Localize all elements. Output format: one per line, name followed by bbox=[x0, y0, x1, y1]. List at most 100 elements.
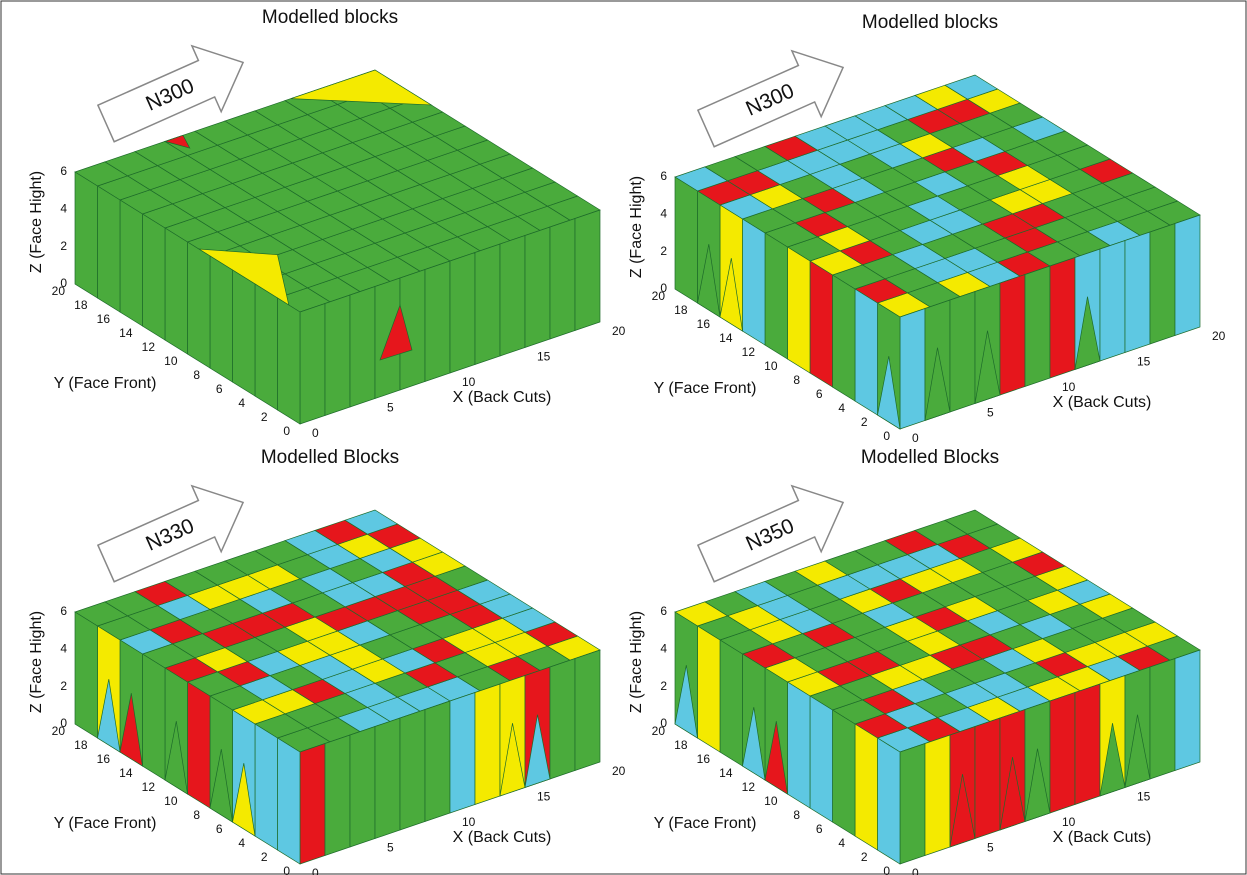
block-side bbox=[550, 659, 575, 780]
y-tick-label: 14 bbox=[719, 766, 733, 780]
panel-title: Modelled blocks bbox=[262, 7, 398, 28]
block-side bbox=[210, 256, 233, 382]
block-side bbox=[350, 287, 375, 408]
y-tick-label: 10 bbox=[164, 354, 178, 368]
z-tick-label: 4 bbox=[60, 202, 67, 216]
y-tick-label: 8 bbox=[793, 373, 800, 387]
y-tick-label: 4 bbox=[238, 836, 245, 850]
y-tick-label: 14 bbox=[719, 331, 733, 345]
y-tick-label: 6 bbox=[216, 382, 223, 396]
block-side bbox=[833, 275, 856, 401]
x-tick-label: 5 bbox=[987, 406, 994, 420]
x-tick-label: 20 bbox=[1212, 329, 1226, 343]
block-side bbox=[475, 244, 500, 365]
x-tick-label: 10 bbox=[462, 375, 476, 389]
y-tick-label: 14 bbox=[119, 326, 133, 340]
block-side bbox=[550, 219, 575, 340]
y-tick-label: 0 bbox=[283, 864, 290, 875]
x-tick-label: 15 bbox=[537, 350, 551, 364]
z-tick-label: 6 bbox=[660, 604, 667, 618]
block-side bbox=[788, 247, 811, 373]
block-side bbox=[720, 640, 743, 766]
y-tick-label: 16 bbox=[697, 317, 711, 331]
block-side bbox=[188, 242, 211, 368]
x-axis-label: X (Back Cuts) bbox=[453, 389, 552, 406]
block-side bbox=[1050, 693, 1075, 814]
block-side bbox=[900, 744, 925, 865]
y-tick-label: 16 bbox=[97, 752, 111, 766]
x-tick-label: 20 bbox=[612, 324, 626, 338]
block-side bbox=[1150, 659, 1175, 780]
z-tick-label: 2 bbox=[660, 679, 667, 693]
y-axis-label: Y (Face Front) bbox=[654, 380, 757, 397]
z-tick-label: 6 bbox=[60, 164, 67, 178]
x-tick-label: 0 bbox=[312, 426, 319, 440]
block-side bbox=[855, 724, 878, 850]
block-side bbox=[1025, 266, 1050, 387]
block-side bbox=[675, 177, 698, 303]
block-side bbox=[165, 228, 188, 354]
y-axis-label: Y (Face Front) bbox=[54, 815, 157, 832]
y-tick-label: 8 bbox=[193, 808, 200, 822]
block-side bbox=[143, 654, 166, 780]
y-tick-label: 16 bbox=[97, 312, 111, 326]
block-side bbox=[810, 696, 833, 822]
x-axis-label: X (Back Cuts) bbox=[453, 829, 552, 846]
y-tick-label: 14 bbox=[119, 766, 133, 780]
y-tick-label: 2 bbox=[861, 850, 868, 864]
block-side bbox=[278, 298, 301, 424]
x-tick-label: 15 bbox=[1137, 355, 1151, 369]
z-tick-label: 6 bbox=[60, 604, 67, 618]
y-tick-label: 16 bbox=[697, 752, 711, 766]
block-side bbox=[120, 200, 143, 326]
block-side bbox=[98, 186, 121, 312]
block-side bbox=[900, 309, 925, 430]
z-axis-label: Z (Face Hight) bbox=[628, 611, 645, 713]
y-tick-label: 18 bbox=[74, 298, 88, 312]
block-side bbox=[855, 289, 878, 415]
y-tick-label: 0 bbox=[883, 429, 890, 443]
z-tick-label: 2 bbox=[60, 679, 67, 693]
y-tick-label: 18 bbox=[74, 738, 88, 752]
y-tick-label: 6 bbox=[816, 387, 823, 401]
y-tick-label: 10 bbox=[764, 794, 778, 808]
block-side bbox=[1000, 275, 1025, 396]
block-side bbox=[765, 233, 788, 359]
block-side bbox=[475, 684, 500, 805]
x-tick-label: 15 bbox=[1137, 790, 1151, 804]
block-side bbox=[325, 735, 350, 856]
panel-title: Modelled Blocks bbox=[861, 447, 999, 468]
x-tick-label: 10 bbox=[1062, 380, 1076, 394]
x-tick-label: 10 bbox=[1062, 815, 1076, 829]
y-tick-label: 10 bbox=[764, 359, 778, 373]
y-tick-label: 12 bbox=[142, 340, 156, 354]
block-side bbox=[278, 738, 301, 864]
block-side bbox=[1150, 224, 1175, 345]
y-tick-label: 18 bbox=[674, 738, 688, 752]
x-axis-label: X (Back Cuts) bbox=[1053, 394, 1152, 411]
x-tick-label: 5 bbox=[387, 401, 394, 415]
block-side bbox=[1075, 684, 1100, 805]
panel-title: Modelled Blocks bbox=[261, 447, 399, 468]
y-tick-label: 2 bbox=[861, 415, 868, 429]
block-side bbox=[810, 261, 833, 387]
block-side bbox=[950, 292, 975, 413]
y-tick-label: 12 bbox=[742, 780, 756, 794]
y-tick-label: 6 bbox=[216, 822, 223, 836]
panel-title: Modelled blocks bbox=[862, 12, 998, 33]
z-tick-label: 4 bbox=[60, 642, 67, 656]
block-side bbox=[255, 284, 278, 410]
z-tick-label: 4 bbox=[660, 642, 667, 656]
z-tick-label: 4 bbox=[660, 207, 667, 221]
x-tick-label: 20 bbox=[612, 764, 626, 778]
block-side bbox=[1125, 232, 1150, 353]
block-side bbox=[525, 227, 550, 348]
y-axis-label: Y (Face Front) bbox=[54, 375, 157, 392]
y-tick-label: 6 bbox=[816, 822, 823, 836]
y-tick-label: 4 bbox=[238, 396, 245, 410]
y-axis-label: Y (Face Front) bbox=[654, 815, 757, 832]
z-tick-label: 2 bbox=[60, 239, 67, 253]
y-tick-label: 0 bbox=[283, 424, 290, 438]
x-tick-label: 0 bbox=[312, 866, 319, 875]
block-side bbox=[975, 718, 1000, 839]
